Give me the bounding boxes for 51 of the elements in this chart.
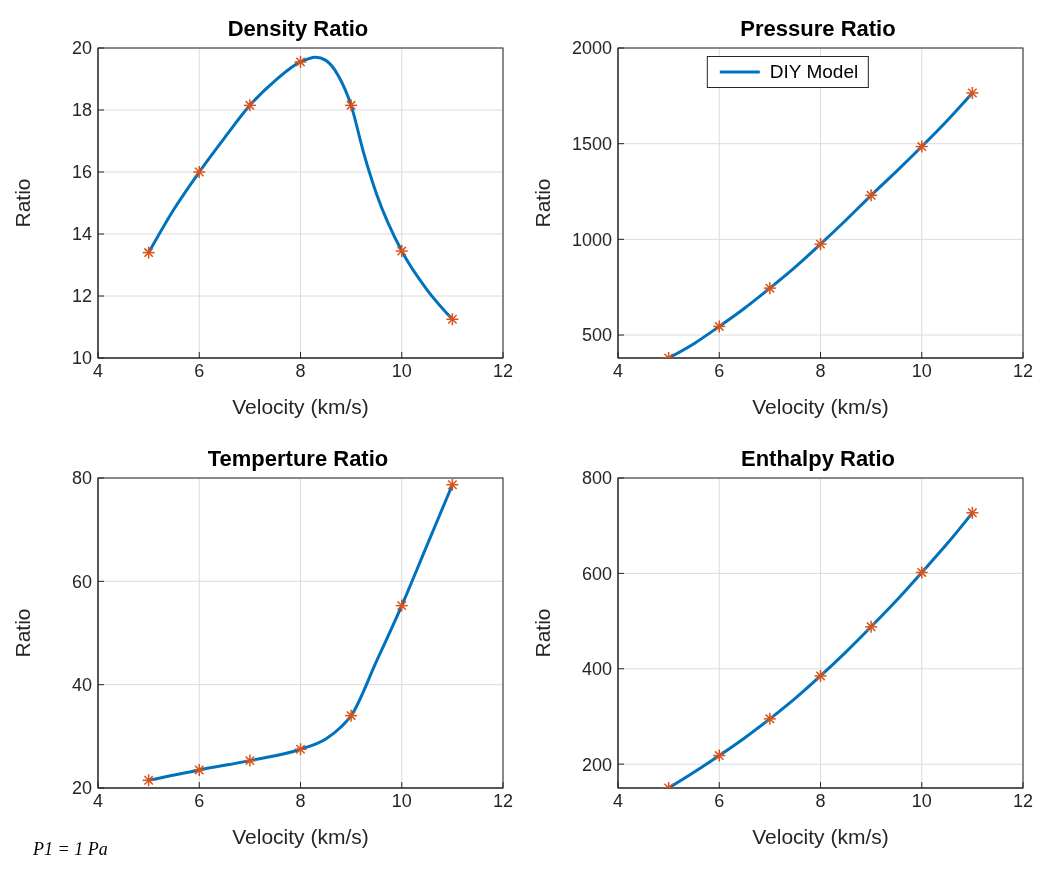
- y-tick-label: 16: [71, 162, 92, 183]
- x-tick-label: 10: [391, 790, 412, 811]
- x-tick-label: 6: [714, 360, 725, 381]
- x-tick-label: 12: [1012, 360, 1034, 381]
- y-tick-label: 12: [71, 286, 92, 307]
- y-tick-label: 200: [581, 754, 612, 775]
- x-tick-label: 8: [295, 360, 306, 381]
- y-axis-title: Ratio: [11, 608, 35, 658]
- legend-label: DIY Model: [769, 61, 859, 83]
- chart-title: Enthalpy Ratio: [740, 446, 896, 471]
- x-tick-label: 8: [815, 790, 826, 811]
- y-tick-label: 20: [71, 38, 92, 59]
- y-tick-label: 60: [71, 571, 92, 592]
- x-tick-label: 12: [492, 360, 514, 381]
- y-tick-label: 1500: [571, 134, 612, 155]
- x-tick-label: 4: [612, 790, 624, 811]
- y-tick-label: 400: [581, 659, 612, 680]
- x-tick-label: 4: [92, 790, 104, 811]
- x-axis-title: Velocity (km/s): [752, 395, 889, 418]
- y-tick-label: 2000: [571, 38, 612, 59]
- chart-title: Density Ratio: [227, 16, 369, 41]
- x-tick-label: 6: [714, 790, 725, 811]
- y-tick-label: 600: [581, 563, 612, 584]
- x-tick-label: 10: [911, 790, 932, 811]
- text: P1 = 1 Pa: [33, 839, 108, 860]
- x-tick-label: 12: [492, 790, 514, 811]
- chart-title: Temperture Ratio: [207, 446, 389, 471]
- chart-title: Pressure Ratio: [740, 16, 896, 41]
- x-axis-title: Velocity (km/s): [752, 825, 889, 848]
- x-tick-label: 6: [194, 790, 205, 811]
- x-axis-title: Velocity (km/s): [232, 395, 369, 418]
- y-tick-label: 18: [71, 100, 92, 121]
- x-tick-label: 8: [815, 360, 826, 381]
- x-axis-title: Velocity (km/s): [232, 825, 369, 848]
- x-tick-label: 10: [391, 360, 412, 381]
- x-tick-label: 6: [194, 360, 205, 381]
- y-tick-label: 1000: [571, 229, 612, 250]
- y-tick-label: 800: [581, 468, 612, 489]
- x-tick-label: 8: [295, 790, 306, 811]
- y-axis-title: Ratio: [11, 178, 35, 228]
- x-tick-label: 4: [612, 360, 624, 381]
- y-tick-label: 40: [71, 675, 92, 696]
- x-tick-label: 4: [92, 360, 104, 381]
- x-tick-label: 10: [911, 360, 932, 381]
- y-tick-label: 14: [71, 224, 92, 245]
- y-tick-label: 500: [581, 325, 612, 346]
- y-axis-title: Ratio: [531, 178, 555, 228]
- x-tick-label: 12: [1012, 790, 1034, 811]
- y-tick-label: 80: [71, 468, 92, 489]
- y-axis-title: Ratio: [531, 608, 555, 658]
- y-tick-label: 20: [71, 778, 92, 799]
